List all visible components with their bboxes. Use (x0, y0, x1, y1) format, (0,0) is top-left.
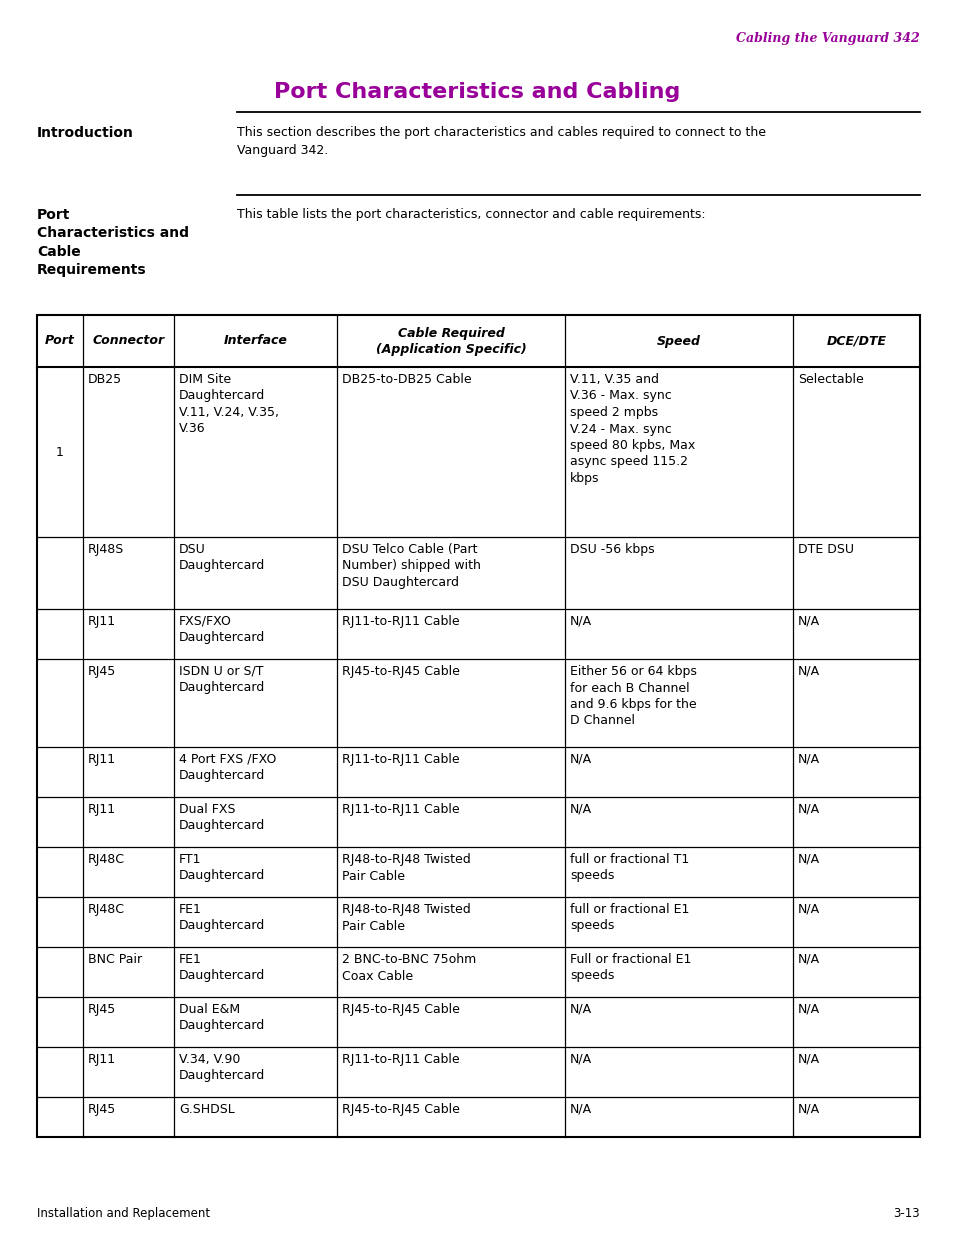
Text: N/A: N/A (570, 1003, 592, 1016)
Text: V.11, V.35 and
V.36 - Max. sync
speed 2 mpbs
V.24 - Max. sync
speed 80 kpbs, Max: V.11, V.35 and V.36 - Max. sync speed 2 … (570, 373, 695, 485)
Text: DSU
Daughtercard: DSU Daughtercard (178, 543, 265, 573)
Text: DIM Site
Daughtercard
V.11, V.24, V.35,
V.36: DIM Site Daughtercard V.11, V.24, V.35, … (178, 373, 278, 436)
Text: FE1
Daughtercard: FE1 Daughtercard (178, 903, 265, 932)
Text: Either 56 or 64 kbps
for each B Channel
and 9.6 kbps for the
D Channel: Either 56 or 64 kbps for each B Channel … (570, 664, 697, 727)
Text: N/A: N/A (797, 1103, 820, 1116)
Text: DCE/DTE: DCE/DTE (825, 335, 885, 347)
Text: ISDN U or S/T
Daughtercard: ISDN U or S/T Daughtercard (178, 664, 265, 694)
Text: N/A: N/A (797, 615, 820, 629)
Text: BNC Pair: BNC Pair (88, 953, 142, 966)
Text: full or fractional T1
speeds: full or fractional T1 speeds (570, 853, 689, 883)
Text: RJ11: RJ11 (88, 615, 116, 629)
Text: 2 BNC-to-BNC 75ohm
Coax Cable: 2 BNC-to-BNC 75ohm Coax Cable (342, 953, 476, 983)
Text: 4 Port FXS /FXO
Daughtercard: 4 Port FXS /FXO Daughtercard (178, 753, 276, 783)
Text: Dual FXS
Daughtercard: Dual FXS Daughtercard (178, 803, 265, 832)
Text: FT1
Daughtercard: FT1 Daughtercard (178, 853, 265, 883)
Text: DB25: DB25 (88, 373, 122, 387)
Text: DTE DSU: DTE DSU (797, 543, 853, 556)
Text: RJ11: RJ11 (88, 803, 116, 816)
Text: N/A: N/A (797, 953, 820, 966)
Text: This section describes the port characteristics and cables required to connect t: This section describes the port characte… (236, 126, 765, 157)
Text: Speed: Speed (657, 335, 700, 347)
Text: Connector: Connector (92, 335, 164, 347)
Text: N/A: N/A (570, 803, 592, 816)
Text: DSU -56 kbps: DSU -56 kbps (570, 543, 654, 556)
Text: Dual E&M
Daughtercard: Dual E&M Daughtercard (178, 1003, 265, 1032)
Text: N/A: N/A (797, 853, 820, 866)
Text: Cabling the Vanguard 342: Cabling the Vanguard 342 (736, 32, 919, 44)
Text: N/A: N/A (570, 753, 592, 766)
Text: DB25-to-DB25 Cable: DB25-to-DB25 Cable (342, 373, 472, 387)
Text: N/A: N/A (570, 1053, 592, 1066)
Text: Cable Required
(Application Specific): Cable Required (Application Specific) (375, 326, 526, 356)
Text: V.34, V.90
Daughtercard: V.34, V.90 Daughtercard (178, 1053, 265, 1083)
Text: 1: 1 (56, 446, 64, 458)
Text: RJ11: RJ11 (88, 753, 116, 766)
Text: Port Characteristics and Cabling: Port Characteristics and Cabling (274, 82, 679, 103)
Text: N/A: N/A (797, 753, 820, 766)
Text: Installation and Replacement: Installation and Replacement (37, 1207, 210, 1220)
Bar (37, 315, 919, 1137)
Text: RJ48S: RJ48S (88, 543, 124, 556)
Text: RJ45-to-RJ45 Cable: RJ45-to-RJ45 Cable (342, 1103, 459, 1116)
Text: DSU Telco Cable (Part
Number) shipped with
DSU Daughtercard: DSU Telco Cable (Part Number) shipped wi… (342, 543, 480, 589)
Text: RJ11: RJ11 (88, 1053, 116, 1066)
Text: Interface: Interface (223, 335, 287, 347)
Text: RJ11-to-RJ11 Cable: RJ11-to-RJ11 Cable (342, 803, 459, 816)
Text: RJ48C: RJ48C (88, 853, 125, 866)
Text: 3-13: 3-13 (892, 1207, 919, 1220)
Text: Selectable: Selectable (797, 373, 862, 387)
Text: This table lists the port characteristics, connector and cable requirements:: This table lists the port characteristic… (236, 207, 705, 221)
Text: RJ45: RJ45 (88, 664, 116, 678)
Text: RJ45: RJ45 (88, 1103, 116, 1116)
Text: RJ45: RJ45 (88, 1003, 116, 1016)
Text: N/A: N/A (797, 803, 820, 816)
Text: FXS/FXO
Daughtercard: FXS/FXO Daughtercard (178, 615, 265, 645)
Text: N/A: N/A (570, 1103, 592, 1116)
Text: RJ48-to-RJ48 Twisted
Pair Cable: RJ48-to-RJ48 Twisted Pair Cable (342, 903, 471, 932)
Text: FE1
Daughtercard: FE1 Daughtercard (178, 953, 265, 983)
Text: RJ48C: RJ48C (88, 903, 125, 916)
Text: RJ11-to-RJ11 Cable: RJ11-to-RJ11 Cable (342, 615, 459, 629)
Text: RJ45-to-RJ45 Cable: RJ45-to-RJ45 Cable (342, 1003, 459, 1016)
Text: RJ11-to-RJ11 Cable: RJ11-to-RJ11 Cable (342, 753, 459, 766)
Text: N/A: N/A (797, 1053, 820, 1066)
Text: N/A: N/A (570, 615, 592, 629)
Text: RJ45-to-RJ45 Cable: RJ45-to-RJ45 Cable (342, 664, 459, 678)
Text: Full or fractional E1
speeds: Full or fractional E1 speeds (570, 953, 691, 983)
Text: Port
Characteristics and
Cable
Requirements: Port Characteristics and Cable Requireme… (37, 207, 189, 277)
Text: Introduction: Introduction (37, 126, 133, 140)
Text: N/A: N/A (797, 903, 820, 916)
Text: RJ48-to-RJ48 Twisted
Pair Cable: RJ48-to-RJ48 Twisted Pair Cable (342, 853, 471, 883)
Text: N/A: N/A (797, 664, 820, 678)
Text: full or fractional E1
speeds: full or fractional E1 speeds (570, 903, 689, 932)
Text: RJ11-to-RJ11 Cable: RJ11-to-RJ11 Cable (342, 1053, 459, 1066)
Text: N/A: N/A (797, 1003, 820, 1016)
Text: Port: Port (45, 335, 75, 347)
Text: G.SHDSL: G.SHDSL (178, 1103, 234, 1116)
